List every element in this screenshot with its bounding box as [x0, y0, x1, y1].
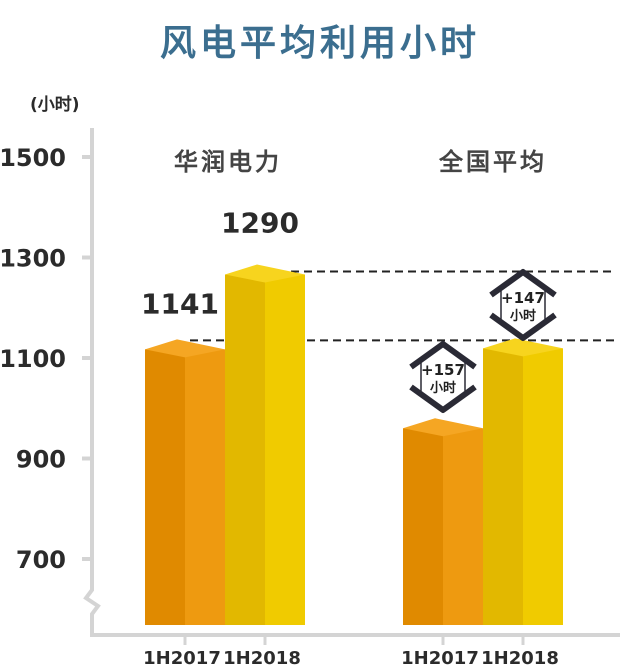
annotation-chevrons	[489, 269, 557, 341]
annotation-chevrons	[409, 341, 477, 413]
y-tick-label: 900	[16, 446, 66, 474]
annotation-value: +147	[501, 289, 545, 307]
bar-front	[403, 428, 443, 625]
bar-front	[145, 349, 185, 625]
bar-side	[265, 274, 305, 625]
bar-side	[443, 428, 483, 625]
x-tick-label: 1H2018	[481, 648, 559, 669]
annotation-unit: 小时	[430, 380, 456, 396]
bar-top	[403, 418, 483, 437]
data-label: 1141	[141, 287, 219, 320]
data-label: 1290	[221, 207, 299, 240]
bar-top	[145, 339, 225, 358]
y-axis-label: (小时)	[30, 95, 80, 115]
y-tick-label: 1300	[0, 245, 66, 273]
annotation-sides	[420, 363, 466, 391]
x-tick-label: 1H2017	[401, 648, 479, 669]
bar-top	[483, 338, 563, 357]
bar-front	[483, 348, 523, 625]
group-label: 全国平均	[438, 148, 547, 176]
y-tick-label: 700	[16, 546, 66, 574]
x-tick-label: 1H2017	[143, 648, 221, 669]
chart-title: 风电平均利用小时	[159, 23, 480, 64]
annotation-sides	[500, 291, 546, 319]
y-tick-label: 1500	[0, 144, 66, 172]
y-axis	[83, 128, 620, 637]
bar-side	[523, 348, 563, 625]
x-tick-label: 1H2018	[223, 648, 301, 669]
annotation-unit: 小时	[510, 308, 536, 324]
group-label: 华润电力	[174, 148, 282, 176]
annotation-value: +157	[421, 361, 465, 379]
bar-front	[225, 274, 265, 625]
bar-top	[225, 264, 305, 283]
bar-side	[185, 349, 225, 625]
y-tick-label: 1100	[0, 345, 66, 373]
